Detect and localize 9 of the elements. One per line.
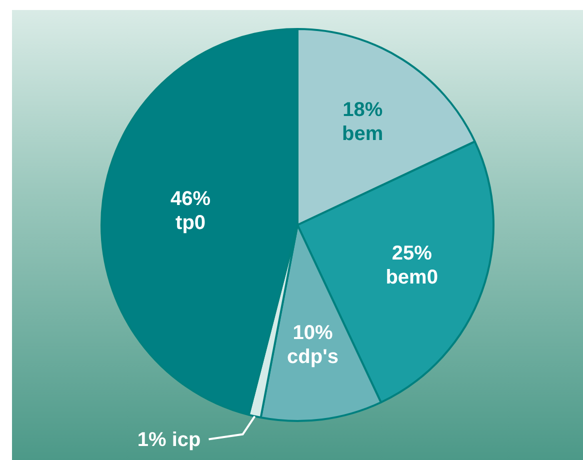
data-label: 18% — [342, 98, 383, 121]
slice-label: bem0 — [386, 266, 438, 289]
slice-label: cdp's — [287, 346, 338, 368]
slice-label: tp0 — [176, 212, 206, 234]
data-label: 25% — [392, 242, 432, 265]
data-label: 46% — [170, 188, 211, 210]
data-label: 10% — [292, 322, 333, 344]
slice-label: bem — [342, 122, 384, 145]
slice-label: 1% icp — [137, 428, 201, 451]
